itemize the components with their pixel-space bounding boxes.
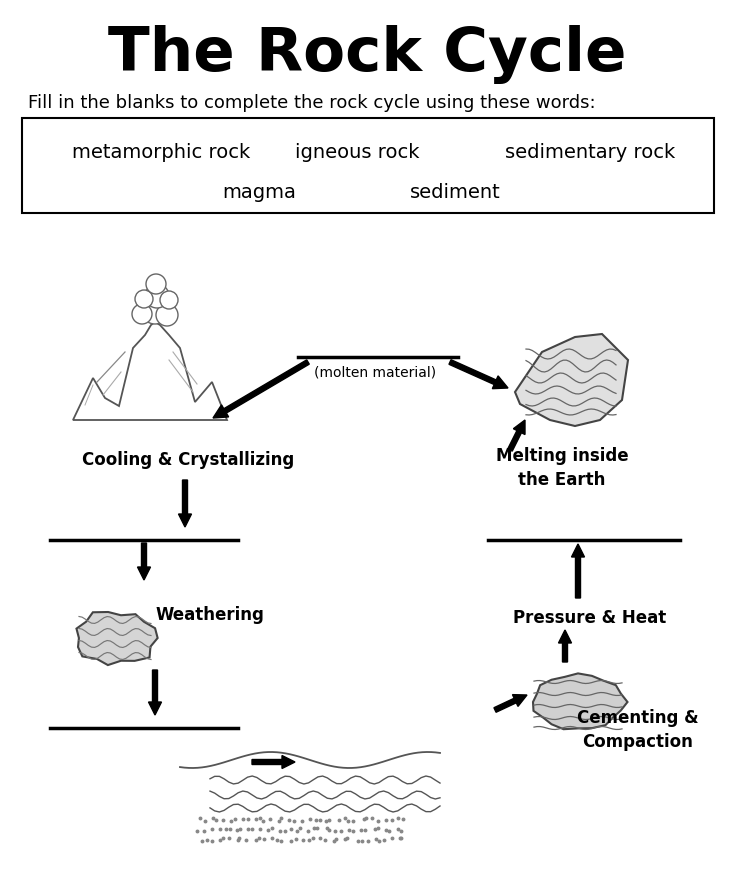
FancyArrow shape bbox=[179, 480, 192, 527]
Polygon shape bbox=[76, 612, 157, 665]
Polygon shape bbox=[515, 334, 628, 426]
FancyArrow shape bbox=[449, 359, 508, 389]
Circle shape bbox=[145, 284, 169, 308]
Circle shape bbox=[135, 290, 153, 308]
Text: Weathering: Weathering bbox=[156, 606, 265, 624]
FancyArrow shape bbox=[252, 756, 295, 769]
Text: The Rock Cycle: The Rock Cycle bbox=[108, 26, 627, 85]
Text: Cementing &
Compaction: Cementing & Compaction bbox=[577, 709, 699, 751]
Bar bbox=[22, 118, 714, 213]
Circle shape bbox=[146, 274, 166, 294]
Circle shape bbox=[132, 304, 152, 324]
Text: Cooling & Crystallizing: Cooling & Crystallizing bbox=[82, 451, 294, 469]
Text: magma: magma bbox=[222, 183, 296, 202]
FancyArrow shape bbox=[559, 630, 572, 662]
Text: sediment: sediment bbox=[410, 183, 501, 202]
Text: sedimentary rock: sedimentary rock bbox=[505, 143, 675, 161]
Text: igneous rock: igneous rock bbox=[295, 143, 420, 161]
FancyArrow shape bbox=[213, 359, 309, 418]
FancyArrow shape bbox=[137, 543, 151, 580]
Polygon shape bbox=[73, 322, 227, 420]
FancyArrow shape bbox=[148, 670, 162, 715]
Text: Melting inside
the Earth: Melting inside the Earth bbox=[495, 447, 628, 489]
FancyArrow shape bbox=[494, 695, 527, 713]
Circle shape bbox=[156, 304, 178, 326]
Polygon shape bbox=[533, 673, 628, 729]
Text: metamorphic rock: metamorphic rock bbox=[72, 143, 250, 161]
Text: (molten material): (molten material) bbox=[314, 366, 436, 380]
FancyArrow shape bbox=[572, 544, 584, 598]
Text: Fill in the blanks to complete the rock cycle using these words:: Fill in the blanks to complete the rock … bbox=[28, 94, 595, 112]
FancyArrow shape bbox=[508, 420, 525, 451]
Circle shape bbox=[160, 291, 178, 309]
Circle shape bbox=[141, 296, 169, 324]
Text: Pressure & Heat: Pressure & Heat bbox=[513, 609, 667, 627]
